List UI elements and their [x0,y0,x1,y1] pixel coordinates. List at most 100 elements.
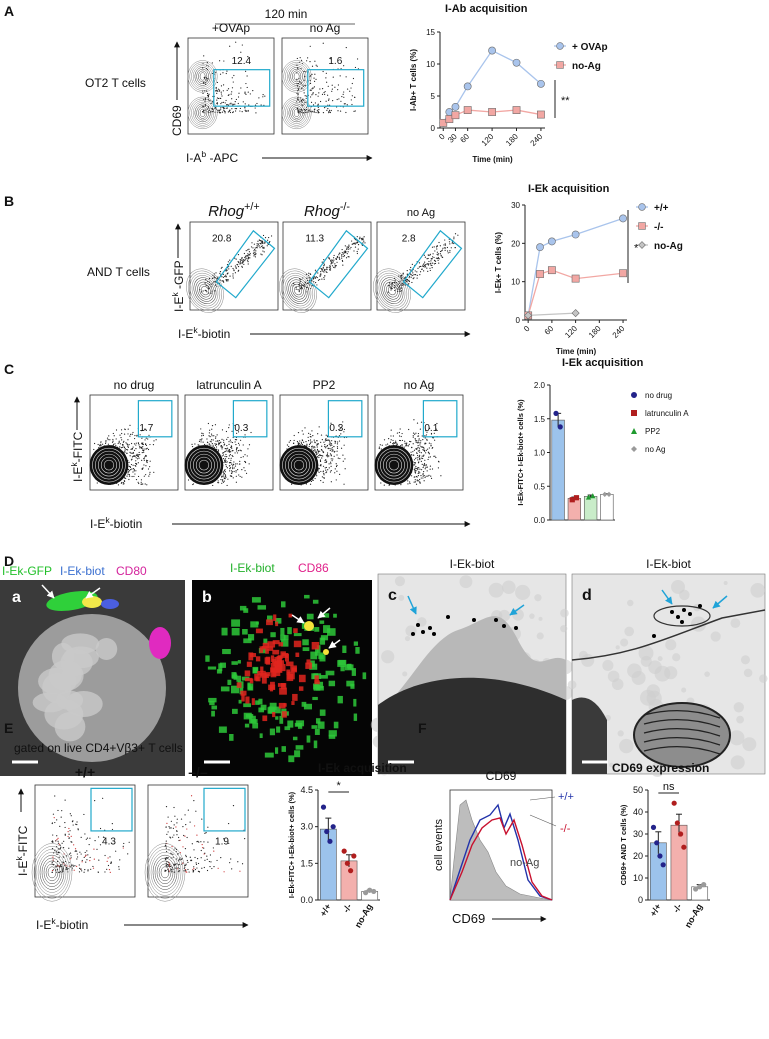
event-dot [424,261,426,263]
event-dot [296,78,298,80]
event-dot [225,453,227,456]
event-dot [305,441,307,443]
event-dot [261,247,264,249]
signal-green [319,709,326,716]
contour [191,100,215,126]
event-dot [194,443,196,445]
event-dot [172,853,174,855]
event-dot [328,467,330,469]
text-part: Rhog [304,203,341,220]
event-dot [317,470,319,472]
signal-red [251,698,255,706]
event-dot [432,256,434,258]
data-marker [678,831,684,837]
y-tick-label: 30 [633,829,643,839]
signal-green [264,752,274,758]
signal-green [284,726,291,731]
event-dot [246,257,248,259]
event-dot [111,823,113,825]
texture [624,626,635,637]
event-dot [429,267,431,269]
event-dot [123,842,125,845]
event-dot [333,445,335,448]
signal-red [270,655,275,662]
event-dot [331,90,333,92]
event-dot [305,97,307,99]
event-dot [132,431,134,434]
event-dot [144,483,146,485]
event-dot [349,248,351,250]
event-dot [211,867,213,870]
event-dot [238,269,240,271]
event-dot [410,276,412,278]
event-dot [413,462,415,464]
event-dot [330,109,332,112]
event-dot [319,278,321,281]
event-dot [218,439,221,442]
event-dot [206,441,209,443]
event-dot [221,448,223,450]
event-dot [225,476,227,478]
event-dot [433,256,435,259]
event-dot [303,70,305,73]
event-dot [205,278,207,280]
event-dot [115,444,117,447]
contour [158,863,172,882]
event-dot [255,112,257,114]
event-dot [325,439,328,441]
event-dot [135,465,137,467]
event-dot [410,451,412,453]
event-dot [424,464,426,467]
event-dot [330,260,332,262]
event-dot [77,829,79,831]
data-marker [590,493,596,499]
signal-green [275,716,279,720]
texture [617,730,624,737]
event-dot [128,841,130,843]
event-dot [419,428,421,430]
event-dot [317,452,319,454]
event-dot [446,250,449,252]
event-dot [439,250,442,253]
event-dot [413,277,415,279]
event-dot [222,476,224,478]
event-dot [334,440,336,442]
event-dot [300,111,303,113]
event-dot [324,459,326,462]
vesicle [653,605,711,627]
data-marker [371,888,377,895]
event-dot [140,481,142,483]
texture [515,584,531,601]
event-dot [247,261,249,263]
event-dot [147,448,150,451]
event-dot [323,473,325,475]
event-dot [408,275,411,277]
event-dot [235,98,237,101]
signal-green [250,621,259,628]
event-dot [263,246,265,248]
event-dot [86,850,88,852]
event-dot [203,853,205,855]
contour [290,456,308,474]
contour [193,277,217,304]
event-dot [221,95,223,97]
text-part: -FITC [16,825,30,856]
event-dot [333,266,335,268]
event-dot [81,859,83,862]
event-dot [323,106,326,109]
event-dot [424,266,427,268]
vesicle [48,660,84,691]
event-dot [219,279,221,281]
event-dot [231,430,233,432]
event-dot [297,289,299,291]
gate-percentage: 0.3 [329,423,343,434]
event-dot [65,865,67,867]
event-dot [354,110,356,112]
event-dot [319,459,322,461]
signal-red [241,694,245,702]
event-dot [210,444,212,446]
event-dot [436,248,438,250]
event-dot [104,854,106,857]
event-dot [309,439,312,441]
event-dot [307,436,309,438]
